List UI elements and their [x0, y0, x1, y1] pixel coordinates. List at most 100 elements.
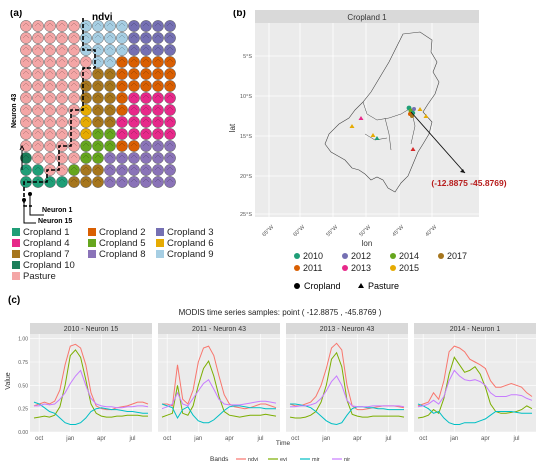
- som-neuron-line: [34, 94, 42, 99]
- som-neuron: [140, 140, 152, 152]
- facet-xtick: apr: [97, 436, 106, 442]
- som-neuron-line: [166, 34, 174, 39]
- som-neuron-line: [70, 166, 78, 171]
- som-neuron-line: [142, 34, 150, 39]
- som-neuron-line: [166, 22, 174, 27]
- som-neuron: [152, 32, 164, 44]
- som-neuron: [128, 152, 140, 164]
- som-neuron: [104, 56, 116, 68]
- map-ytick: 25°S: [240, 212, 252, 218]
- series-line-nir: [34, 369, 149, 409]
- som-neuron: [128, 104, 140, 116]
- som-neuron-line: [58, 94, 66, 99]
- som-neuron-line: [94, 58, 102, 63]
- som-neuron: [80, 176, 92, 188]
- series-line-mir: [290, 403, 404, 426]
- year-legend-swatch: [342, 265, 348, 271]
- year-legend-label: 2015: [399, 263, 419, 273]
- som-neuron-line: [94, 154, 102, 159]
- year-legend-label: 2011: [303, 263, 322, 273]
- som-neuron: [152, 56, 164, 68]
- series-line-evi: [33, 349, 148, 419]
- map-strip-title: Cropland 1: [347, 13, 387, 22]
- year-legend-swatch: [294, 253, 300, 259]
- som-neuron-line: [154, 58, 162, 63]
- som-neuron-line: [94, 130, 102, 135]
- som-neuron-line: [106, 142, 114, 147]
- som-neuron: [68, 68, 80, 80]
- som-neuron: [44, 140, 56, 152]
- som-neuron-line: [58, 34, 66, 39]
- facet-strip: [286, 323, 408, 334]
- som-neuron: [152, 116, 164, 128]
- som-neuron: [116, 20, 128, 32]
- som-neuron: [128, 32, 140, 44]
- som-neuron: [140, 68, 152, 80]
- som-neuron-line: [82, 46, 90, 51]
- som-neuron-line: [82, 58, 90, 63]
- facet-ytick: 0.75: [18, 360, 28, 366]
- neuron-1-pointer: [29, 194, 44, 216]
- som-neuron: [164, 128, 176, 140]
- som-neuron: [152, 164, 164, 176]
- som-neuron-line: [118, 154, 126, 159]
- sample-point-2012: [412, 107, 416, 111]
- pasture-point-2010: [374, 136, 380, 140]
- som-neuron-line: [82, 94, 90, 99]
- map-ylabel: lat: [228, 123, 237, 132]
- som-neuron: [20, 20, 32, 32]
- som-neuron-line: [166, 130, 174, 135]
- year-legend-label: 2014: [399, 251, 419, 261]
- som-neuron-line: [118, 178, 126, 183]
- som-neuron-line: [154, 82, 162, 87]
- som-neuron: [20, 56, 32, 68]
- som-neuron: [104, 176, 116, 188]
- som-neuron-line: [70, 178, 78, 183]
- facet-ytick: 0.00: [18, 430, 28, 436]
- som-neuron-line: [142, 94, 150, 99]
- facet-strip: [414, 323, 536, 334]
- som-neuron: [92, 56, 104, 68]
- som-neuron-line: [142, 154, 150, 159]
- som-neuron: [32, 44, 44, 56]
- year-legend-label: 2010: [303, 251, 323, 261]
- som-neuron-line: [46, 130, 54, 135]
- som-neuron-line: [106, 106, 114, 111]
- timeseries-xlabel: Time: [276, 440, 291, 447]
- som-neuron: [116, 80, 128, 92]
- som-neuron-line: [22, 154, 30, 159]
- som-neuron: [116, 176, 128, 188]
- facet-title: 2011 - Neuron 43: [192, 326, 246, 333]
- som-neuron: [152, 104, 164, 116]
- som-neuron-line: [94, 142, 102, 147]
- som-neuron-line: [70, 154, 78, 159]
- som-neuron: [140, 56, 152, 68]
- som-neuron: [128, 44, 140, 56]
- som-neuron: [80, 80, 92, 92]
- som-neuron-line: [142, 22, 150, 27]
- som-legend-label: Cropland 6: [167, 238, 213, 249]
- som-neuron: [20, 176, 32, 188]
- som-neuron-line: [142, 142, 150, 147]
- som-neuron: [80, 56, 92, 68]
- som-neuron-line: [166, 154, 174, 159]
- som-neuron: [20, 128, 32, 140]
- year-legend-label: 2013: [351, 263, 371, 273]
- som-neuron: [152, 80, 164, 92]
- som-neuron-line: [22, 130, 30, 135]
- som-neuron-line: [154, 94, 162, 99]
- som-neuron-line: [94, 34, 102, 39]
- som-neuron-line: [46, 58, 54, 63]
- som-neuron-line: [154, 166, 162, 171]
- som-neuron: [104, 20, 116, 32]
- band-legend-label: mir: [312, 457, 320, 463]
- som-neuron: [20, 104, 32, 116]
- som-neuron: [140, 128, 152, 140]
- som-neuron-line: [58, 58, 66, 63]
- som-neuron-line: [94, 82, 102, 87]
- som-neuron-line: [94, 94, 102, 99]
- som-neuron-line: [46, 166, 54, 171]
- som-neuron-line: [94, 70, 102, 75]
- som-neuron: [68, 176, 80, 188]
- som-neuron-line: [22, 94, 30, 99]
